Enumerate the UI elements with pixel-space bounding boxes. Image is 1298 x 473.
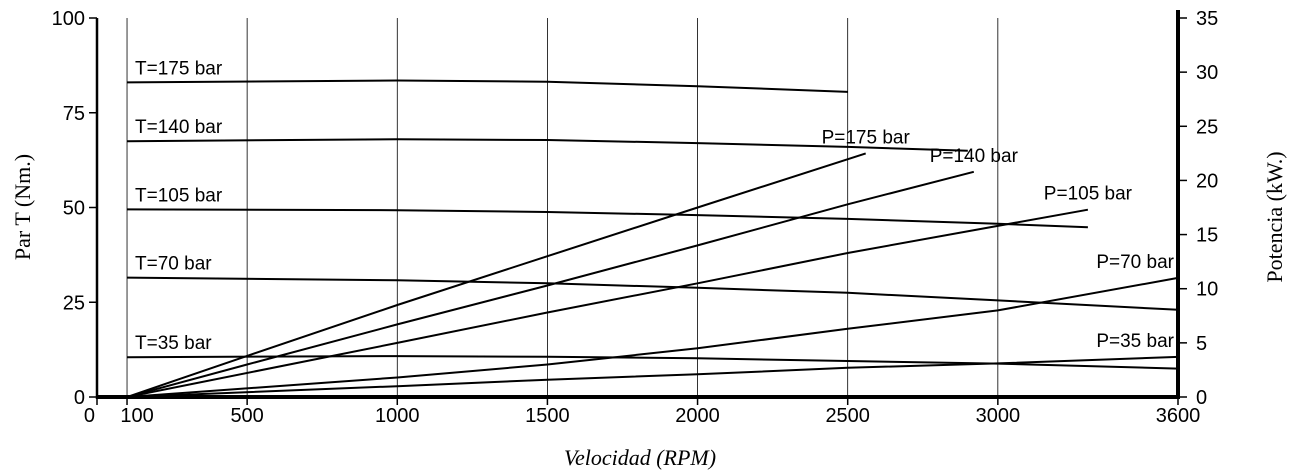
y-left-tick-label: 100 [52, 8, 85, 30]
x-tick-label: 0 [84, 405, 95, 427]
power-series-label: P=70 bar [1096, 252, 1174, 273]
y-right-tick-label: 30 [1196, 62, 1218, 84]
torque-curve-2 [126, 208, 1088, 229]
axes [89, 10, 1187, 405]
power-curve-3 [126, 276, 1179, 398]
torque-curve-3 [126, 276, 1179, 311]
x-tick-label: 1000 [375, 405, 420, 427]
torque-series-label: T=140 bar [135, 117, 223, 138]
y-right-tick-label: 25 [1196, 116, 1218, 138]
x-tick-label: 500 [230, 405, 263, 427]
y-left-axis-title: Par T (Nm.) [10, 154, 35, 260]
vertical-gridlines [126, 18, 999, 397]
x-tick-label: 2000 [675, 405, 720, 427]
torque-series-label: T=175 bar [135, 58, 223, 79]
y-right-axis-title: Potencia (kW.) [1262, 151, 1287, 282]
y-left-tick-label: 0 [74, 387, 85, 409]
x-axis-title: Velocidad (RPM) [564, 445, 716, 470]
y-right-tick-label: 0 [1196, 387, 1207, 409]
power-curve-4 [126, 355, 1179, 398]
torque-curve-0 [126, 79, 848, 93]
power-series-label: P=140 bar [930, 146, 1019, 167]
torque-series-label: T=105 bar [135, 185, 223, 206]
x-tick-label: 100 [120, 405, 153, 427]
power-series-label: P=105 bar [1044, 184, 1133, 205]
series-curves [126, 79, 1179, 398]
curve-labels: T=175 bar T=140 bar T=105 bar T=70 bar T=35 … [135, 58, 1175, 354]
tick-labels: 0 100 500 1000 1500 2000 2500 3000 3600025507510… [52, 8, 1219, 427]
y-right-tick-label: 15 [1196, 225, 1218, 247]
y-left-tick-label: 25 [63, 292, 85, 314]
y-right-tick-label: 5 [1196, 333, 1207, 355]
y-left-tick-label: 75 [63, 103, 85, 125]
torque-series-label: T=35 bar [135, 333, 212, 354]
power-curve-2 [126, 208, 1089, 398]
power-curve-1 [126, 170, 975, 398]
torque-curve-1 [126, 138, 968, 152]
x-tick-label: 2500 [825, 405, 870, 427]
power-series-label: P=175 bar [822, 127, 911, 148]
x-tick-label: 3600 [1156, 405, 1201, 427]
power-curve-0 [126, 152, 867, 398]
y-left-tick-label: 50 [63, 198, 85, 220]
y-right-tick-label: 10 [1196, 279, 1218, 301]
x-tick-label: 3000 [976, 405, 1021, 427]
torque-series-label: T=70 bar [135, 254, 212, 275]
y-right-tick-label: 20 [1196, 170, 1218, 192]
power-series-label: P=35 bar [1096, 331, 1174, 352]
x-tick-label: 1500 [525, 405, 570, 427]
y-right-tick-label: 35 [1196, 8, 1218, 30]
